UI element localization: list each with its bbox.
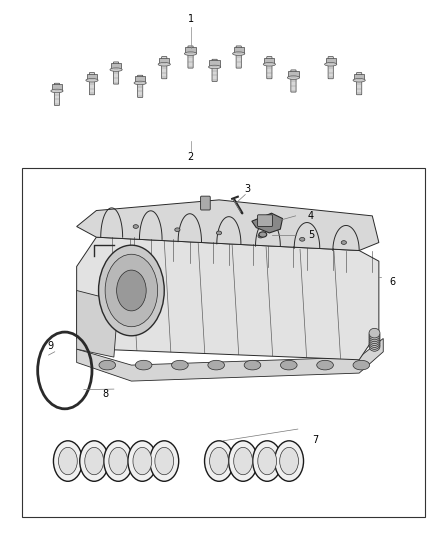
FancyBboxPatch shape (236, 46, 241, 68)
Ellipse shape (263, 62, 276, 66)
Text: 1: 1 (187, 14, 194, 23)
Ellipse shape (134, 81, 146, 85)
Ellipse shape (135, 360, 152, 370)
FancyBboxPatch shape (162, 56, 167, 79)
FancyBboxPatch shape (201, 196, 210, 210)
Ellipse shape (369, 338, 380, 348)
Polygon shape (77, 200, 379, 251)
Text: 9: 9 (47, 342, 53, 351)
Ellipse shape (110, 68, 122, 71)
Bar (264, 58, 275, 64)
Ellipse shape (208, 65, 221, 69)
Text: 7: 7 (312, 435, 318, 445)
Ellipse shape (150, 441, 179, 481)
Ellipse shape (369, 342, 380, 351)
Ellipse shape (244, 360, 261, 370)
Bar (52, 84, 62, 91)
Ellipse shape (216, 231, 222, 235)
Text: 4: 4 (308, 211, 314, 221)
Ellipse shape (86, 78, 98, 82)
Ellipse shape (128, 441, 157, 481)
Ellipse shape (104, 441, 133, 481)
FancyBboxPatch shape (291, 70, 296, 92)
Ellipse shape (253, 441, 282, 481)
Ellipse shape (133, 447, 152, 475)
Text: 5: 5 (308, 230, 314, 239)
Ellipse shape (233, 52, 245, 55)
Ellipse shape (99, 245, 164, 336)
Ellipse shape (369, 332, 380, 342)
Ellipse shape (109, 447, 127, 475)
FancyBboxPatch shape (54, 83, 60, 106)
Text: 8: 8 (102, 390, 108, 399)
Ellipse shape (325, 62, 337, 66)
Ellipse shape (275, 441, 304, 481)
Polygon shape (252, 213, 283, 233)
Ellipse shape (105, 254, 158, 327)
Ellipse shape (369, 328, 380, 338)
Ellipse shape (184, 52, 197, 55)
Ellipse shape (258, 235, 263, 238)
Ellipse shape (175, 228, 180, 231)
Ellipse shape (229, 441, 258, 481)
Polygon shape (77, 338, 383, 381)
Ellipse shape (210, 447, 228, 475)
Bar (111, 63, 121, 69)
Ellipse shape (369, 336, 380, 345)
Bar (185, 47, 196, 53)
Ellipse shape (353, 78, 365, 82)
Bar (233, 47, 244, 53)
Ellipse shape (85, 447, 103, 475)
Polygon shape (77, 290, 118, 357)
Ellipse shape (234, 447, 252, 475)
Bar (354, 74, 364, 80)
FancyBboxPatch shape (212, 59, 217, 82)
Ellipse shape (133, 225, 138, 229)
Text: 2: 2 (187, 152, 194, 162)
Text: 6: 6 (389, 278, 395, 287)
Ellipse shape (155, 447, 173, 475)
Ellipse shape (158, 62, 170, 66)
FancyBboxPatch shape (113, 62, 119, 84)
Ellipse shape (369, 340, 380, 349)
FancyBboxPatch shape (89, 72, 95, 95)
Bar (159, 58, 170, 64)
Polygon shape (77, 237, 379, 360)
FancyBboxPatch shape (328, 56, 333, 79)
Ellipse shape (53, 441, 82, 481)
Ellipse shape (369, 334, 380, 344)
Ellipse shape (280, 447, 298, 475)
Text: 3: 3 (244, 184, 251, 194)
Bar (325, 58, 336, 64)
FancyBboxPatch shape (357, 72, 362, 95)
Ellipse shape (353, 360, 370, 370)
FancyBboxPatch shape (267, 56, 272, 79)
FancyBboxPatch shape (138, 75, 143, 98)
Ellipse shape (205, 441, 233, 481)
Bar (135, 76, 145, 83)
Bar (87, 74, 97, 80)
Bar (288, 71, 299, 77)
Ellipse shape (51, 89, 63, 93)
Bar (209, 60, 220, 67)
Ellipse shape (287, 76, 300, 79)
Ellipse shape (300, 238, 305, 241)
Ellipse shape (208, 360, 225, 370)
Bar (22, 168, 425, 517)
Ellipse shape (280, 360, 297, 370)
Ellipse shape (59, 447, 77, 475)
Ellipse shape (259, 232, 267, 237)
Ellipse shape (258, 447, 276, 475)
Ellipse shape (99, 360, 116, 370)
Ellipse shape (80, 441, 109, 481)
Ellipse shape (117, 270, 146, 311)
FancyBboxPatch shape (188, 46, 193, 68)
Ellipse shape (317, 360, 333, 370)
Ellipse shape (369, 330, 380, 340)
Ellipse shape (172, 360, 188, 370)
Ellipse shape (341, 241, 346, 245)
FancyBboxPatch shape (258, 215, 272, 227)
